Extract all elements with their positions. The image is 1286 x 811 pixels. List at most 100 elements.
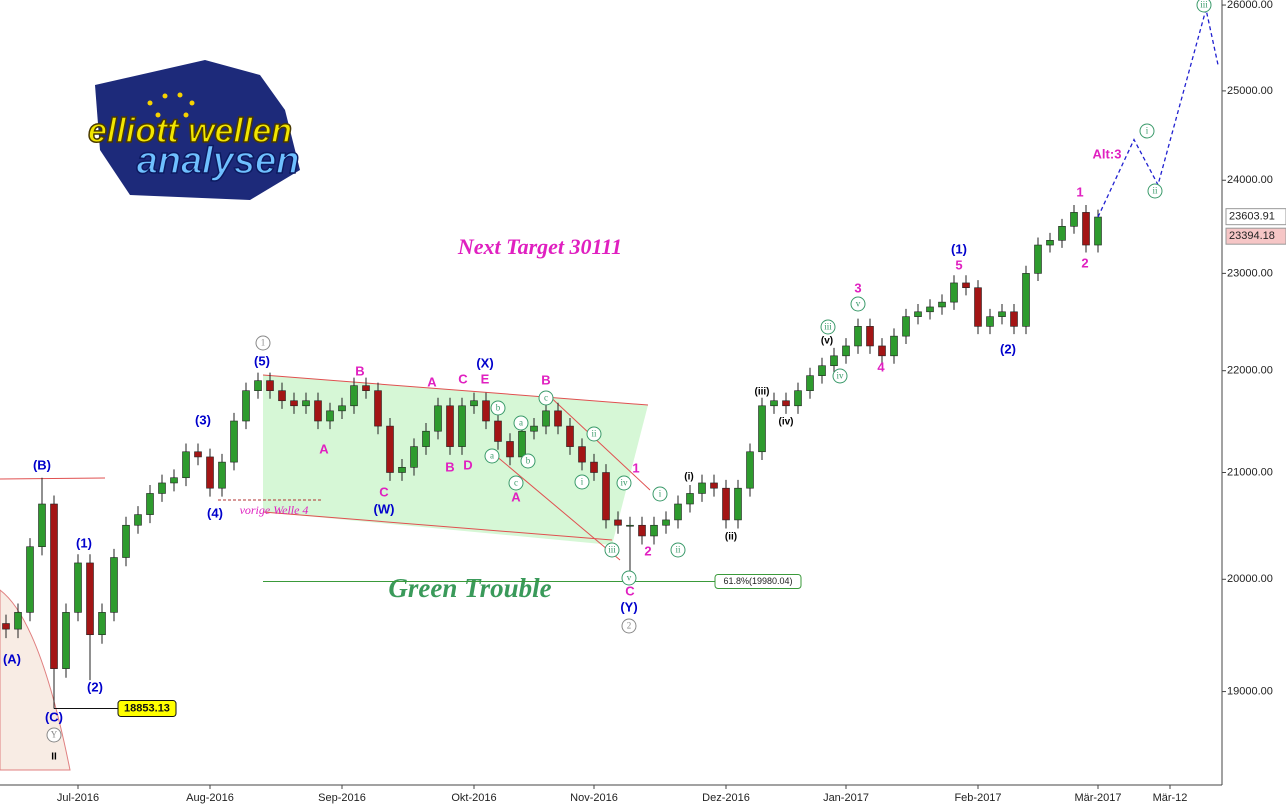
channel-line bbox=[494, 454, 621, 561]
wave-label: iv bbox=[620, 478, 628, 488]
candle-body bbox=[446, 405, 454, 447]
wave-label: (2) bbox=[1000, 341, 1016, 356]
candle-body bbox=[518, 430, 526, 458]
x-tick-label: Dez-2016 bbox=[702, 792, 750, 804]
logo: elliott wellen analysen bbox=[87, 60, 300, 200]
wave-label: Alt:3 bbox=[1093, 146, 1122, 161]
wave-circle bbox=[670, 542, 686, 558]
x-tick-label: Jan-2017 bbox=[823, 792, 869, 804]
wave-label: ii bbox=[1152, 186, 1158, 196]
candle-body bbox=[254, 380, 262, 391]
wave-circle bbox=[621, 570, 637, 586]
wave-label: b bbox=[526, 456, 531, 466]
candle-body bbox=[854, 326, 862, 347]
wave-label: ii bbox=[591, 429, 597, 439]
candle-body bbox=[758, 405, 766, 453]
wave-label: (Y) bbox=[620, 599, 637, 614]
y-tick-label: 21000.00 bbox=[1227, 466, 1273, 478]
candle-body bbox=[1022, 273, 1030, 327]
wave-circle bbox=[604, 542, 620, 558]
wave-label: v bbox=[627, 573, 632, 583]
wave-label: a bbox=[519, 418, 523, 428]
wave-label: Y bbox=[51, 730, 58, 740]
wave-label: 2 bbox=[1081, 255, 1088, 270]
wave-circle bbox=[520, 453, 536, 469]
x-tick-label: Mär-12 bbox=[1153, 792, 1188, 804]
candle-body bbox=[890, 335, 898, 357]
wave-label: (iv) bbox=[779, 417, 794, 428]
candle-body bbox=[926, 306, 934, 313]
resistance-line bbox=[0, 477, 106, 480]
y-tick-label: 20000.00 bbox=[1227, 573, 1273, 585]
y-tick-label: 24000.00 bbox=[1227, 174, 1273, 186]
wave-label: (X) bbox=[476, 355, 493, 370]
wave-label: v bbox=[856, 299, 861, 309]
candle-body bbox=[434, 405, 442, 432]
candle-body bbox=[386, 425, 394, 473]
wave-label: iv bbox=[836, 371, 844, 381]
fib-label: 61.8%(19980.04) bbox=[723, 576, 792, 586]
logo-text: elliott wellen bbox=[88, 112, 292, 150]
wave-label: (ii) bbox=[725, 532, 737, 543]
candle-body bbox=[782, 400, 790, 407]
candle-body bbox=[218, 461, 226, 489]
candle-body bbox=[566, 425, 574, 447]
wave-label: (v) bbox=[821, 336, 833, 347]
candle-body bbox=[146, 493, 154, 515]
candle-body bbox=[242, 390, 250, 422]
candle-body bbox=[290, 400, 298, 407]
wave-circle bbox=[820, 319, 836, 335]
wave-circle bbox=[652, 486, 668, 502]
wave-label: (5) bbox=[254, 353, 270, 368]
candle-body bbox=[1046, 240, 1054, 246]
candle-body bbox=[662, 519, 670, 526]
candle-body bbox=[542, 410, 550, 427]
y-tick-label: 23000.00 bbox=[1227, 267, 1273, 279]
wave-label: i bbox=[659, 489, 662, 499]
x-tick-label: Sep-2016 bbox=[318, 792, 366, 804]
wave-label: (W) bbox=[374, 501, 395, 516]
candle-body bbox=[818, 365, 826, 376]
y-tick-label: 22000.00 bbox=[1227, 365, 1273, 377]
candle-body bbox=[806, 375, 814, 391]
wave-circle bbox=[1196, 0, 1212, 13]
wave-circle bbox=[850, 296, 866, 312]
price-tag bbox=[1225, 227, 1286, 245]
candle-body bbox=[398, 467, 406, 473]
arc-zone bbox=[0, 589, 71, 771]
wave-circle bbox=[46, 727, 62, 743]
candle-body bbox=[134, 514, 142, 526]
x-tick-label: Feb-2017 bbox=[954, 792, 1001, 804]
candle-body bbox=[2, 623, 10, 630]
candle-body bbox=[530, 425, 538, 432]
candle-body bbox=[1070, 212, 1078, 227]
wave-label: b bbox=[496, 403, 501, 413]
candle-body bbox=[914, 311, 922, 317]
candle-body bbox=[1058, 226, 1066, 241]
wave-label: (C) bbox=[45, 709, 63, 724]
wave-label: 2 bbox=[644, 543, 651, 558]
candle-body bbox=[206, 456, 214, 489]
candle-body bbox=[26, 546, 34, 613]
wave-label: iii bbox=[608, 545, 616, 555]
wave-label: B bbox=[445, 459, 454, 474]
candle-body bbox=[182, 451, 190, 479]
candle-body bbox=[1082, 212, 1090, 246]
candle-body bbox=[170, 477, 178, 484]
candle-body bbox=[362, 385, 370, 391]
candle-body bbox=[86, 562, 94, 636]
wave-label: 5 bbox=[955, 257, 962, 272]
candle-body bbox=[422, 430, 430, 447]
candle-body bbox=[878, 345, 886, 357]
wave-label: C bbox=[379, 484, 389, 499]
candle-body bbox=[638, 524, 646, 537]
wave-circle bbox=[574, 474, 590, 490]
wave-label: c bbox=[544, 393, 548, 403]
logo-text: analysen bbox=[137, 140, 300, 182]
candle-body bbox=[38, 503, 46, 548]
candle-body bbox=[938, 301, 946, 308]
wave-label: (1) bbox=[951, 241, 967, 256]
candle-body bbox=[14, 612, 22, 630]
wave-label: B bbox=[355, 363, 364, 378]
candle-body bbox=[650, 524, 658, 537]
